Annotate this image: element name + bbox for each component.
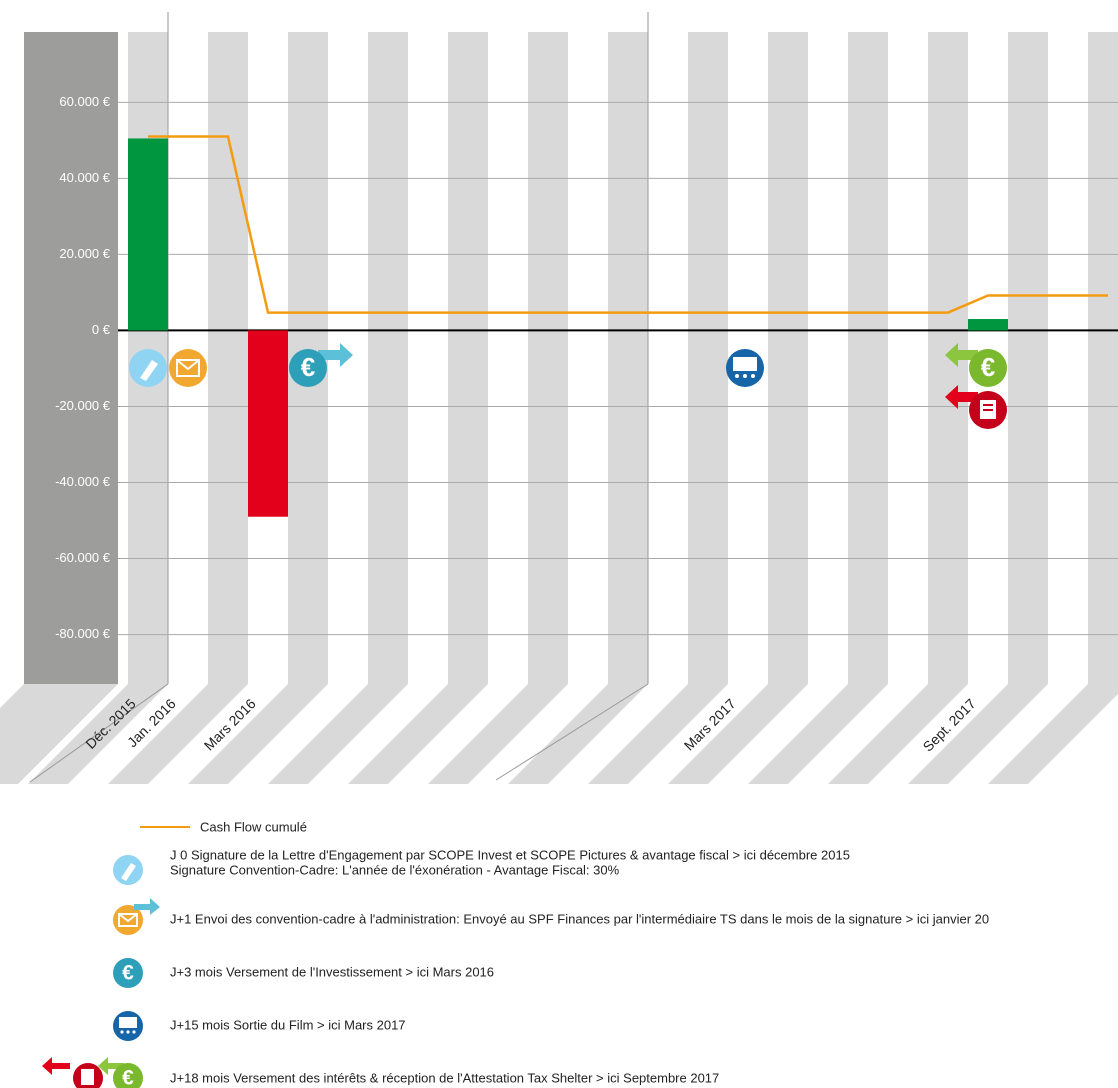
column-stripe: [848, 32, 888, 684]
floor-stripe: [108, 684, 248, 784]
legend-note: J+1 Envoi des convention-cadre à l'admin…: [170, 911, 989, 926]
floor-stripe: [268, 684, 408, 784]
notes: J 0 Signature de la Lettre d'Engagement …: [170, 847, 989, 1085]
column-stripe: [368, 32, 408, 684]
floor-stripe: [748, 684, 888, 784]
legend-label: Cash Flow cumulé: [200, 819, 307, 834]
floor-stripe: [348, 684, 488, 784]
legend-icon-pen: [113, 855, 143, 885]
y-tick-label: -20.000 €: [55, 398, 111, 413]
legend-note: J+18 mois Versement des intérêts & récep…: [170, 1070, 719, 1085]
legend-icon-film: [113, 1011, 143, 1041]
column-stripe: [688, 32, 728, 684]
column-stripe: [208, 32, 248, 684]
icon-document: [945, 385, 1007, 429]
year-separator: [495, 683, 649, 781]
column-stripe: [528, 32, 568, 684]
legend-note: J 0 Signature de la Lettre d'Engagement …: [170, 847, 850, 862]
icon-pen: [129, 349, 167, 387]
y-tick-label: 0 €: [92, 322, 111, 337]
legend-note: J+3 mois Versement de l'Investissement >…: [170, 964, 494, 979]
column-stripe: [448, 32, 488, 684]
y-tick-label: 60.000 €: [59, 94, 110, 109]
y-tick-label: -40.000 €: [55, 474, 111, 489]
legend-icon-euro-out: €: [113, 898, 160, 988]
svg-text:€: €: [301, 352, 315, 382]
icon-euro-in: €: [945, 343, 1007, 387]
column-stripe: [768, 32, 808, 684]
floor-stripe: [0, 684, 118, 784]
bar: [248, 330, 288, 517]
floor: [0, 684, 1118, 784]
floor-stripe: [908, 684, 1048, 784]
floor-stripe: [508, 684, 648, 784]
column-stripe: [608, 32, 648, 684]
icon-mail: [169, 349, 207, 387]
floor-stripe: [988, 684, 1118, 784]
floor-stripe: [828, 684, 968, 784]
y-tick-label: -60.000 €: [55, 550, 111, 565]
y-tick-label: 40.000 €: [59, 170, 110, 185]
legend-note: Signature Convention-Cadre: L'année de l…: [170, 862, 620, 877]
floor-stripe: [668, 684, 808, 784]
legend-icon-mail: [113, 905, 143, 935]
svg-text:€: €: [122, 962, 134, 985]
bar: [128, 138, 168, 331]
floor-stripe: [428, 684, 568, 784]
legend-icon-document: [42, 1057, 103, 1088]
svg-text:€: €: [981, 352, 995, 382]
floor-stripe: [588, 684, 728, 784]
floor-stripe: [188, 684, 328, 784]
svg-text:€: €: [122, 1067, 134, 1088]
legend-note: J+15 mois Sortie du Film > ici Mars 2017: [170, 1017, 406, 1032]
column-stripe: [1008, 32, 1048, 684]
column-stripe: [1088, 32, 1118, 684]
axis-panel: [24, 32, 118, 684]
cash-flow-line: [148, 135, 1108, 314]
bar: [968, 319, 1008, 331]
y-tick-label: -80.000 €: [55, 626, 111, 641]
icon-film: [726, 349, 764, 387]
legend-icon-euro-in: €: [98, 1057, 143, 1088]
y-tick-label: 20.000 €: [59, 246, 110, 261]
icon-euro-out: €: [289, 343, 353, 387]
year-separator: [29, 683, 169, 783]
